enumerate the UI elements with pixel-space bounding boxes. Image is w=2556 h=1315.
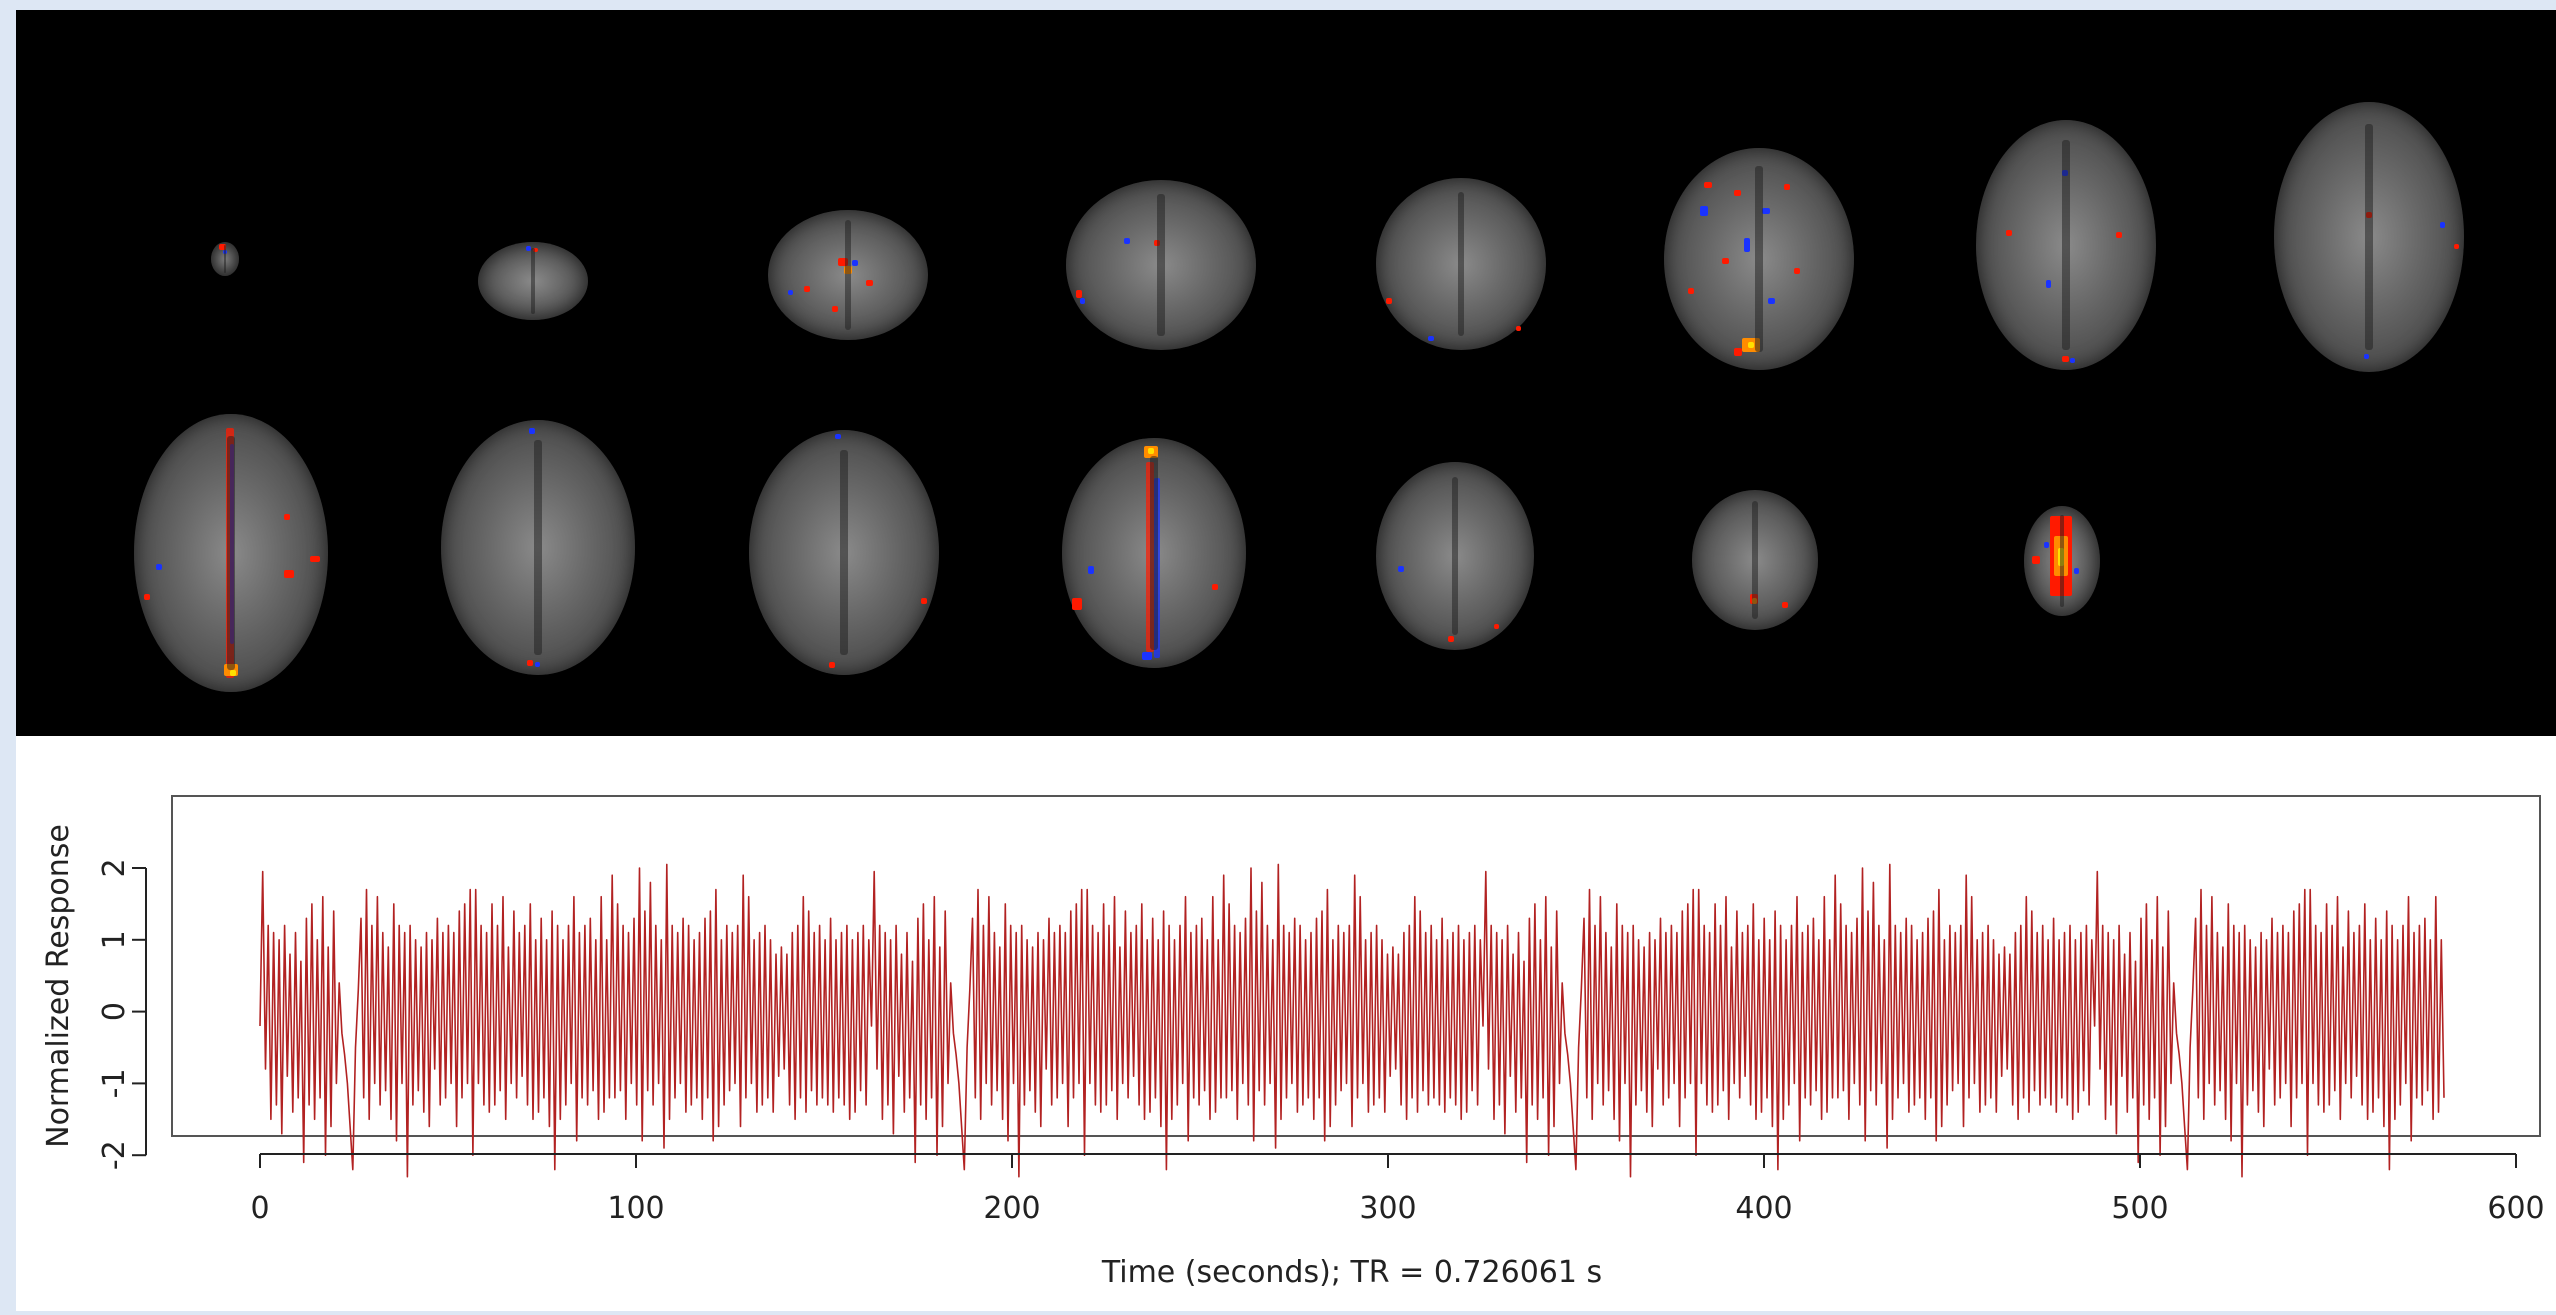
x-tick-label: 100 bbox=[607, 1191, 664, 1226]
brain-slice-4 bbox=[1066, 180, 1256, 350]
brain-slice-5 bbox=[1376, 178, 1546, 350]
y-tick-label: 1 bbox=[97, 930, 132, 949]
x-tick-label: 600 bbox=[2487, 1191, 2544, 1226]
y-axis-label: Normalized Response bbox=[41, 824, 76, 1148]
y-tick-label: 0 bbox=[97, 1002, 132, 1021]
x-tick-label: 500 bbox=[2111, 1191, 2168, 1226]
plot-box bbox=[171, 795, 2541, 1137]
brain-slice-9 bbox=[134, 414, 328, 692]
brain-slice-3 bbox=[768, 210, 928, 340]
brain-slice-7 bbox=[1976, 120, 2156, 370]
x-tick-label: 400 bbox=[1735, 1191, 1792, 1226]
x-axis-label: Time (seconds); TR = 0.726061 s bbox=[1101, 1255, 1602, 1290]
brain-slice-14 bbox=[1692, 490, 1818, 630]
brain-slice-10 bbox=[441, 420, 635, 675]
x-tick-label: 300 bbox=[1359, 1191, 1416, 1226]
time-series-chart: 0 100 200 300 400 500 600 2 1 0 -1 -2 Time (second… bbox=[41, 795, 2545, 1290]
brain-slice-12 bbox=[1062, 438, 1246, 668]
y-tick-label: -2 bbox=[97, 1140, 132, 1170]
x-tick-label: 200 bbox=[983, 1191, 1040, 1226]
brain-slice-13 bbox=[1376, 462, 1534, 650]
brain-slice-11 bbox=[749, 430, 939, 675]
brain-slice-8 bbox=[2274, 102, 2464, 372]
brain-slice-1 bbox=[211, 242, 239, 276]
brain-slice-2 bbox=[478, 242, 588, 320]
brain-slice-mosaic bbox=[16, 10, 2556, 736]
brain-slice-15 bbox=[2024, 506, 2100, 616]
viewer-frame: 0 100 200 300 400 500 600 2 1 0 -1 -2 Time (second… bbox=[16, 10, 2556, 1311]
response-series-line bbox=[259, 863, 2445, 1178]
y-tick-label: -1 bbox=[97, 1068, 132, 1098]
y-tick-label: 2 bbox=[97, 858, 132, 877]
x-tick-label: 0 bbox=[250, 1191, 269, 1226]
brain-slice-6 bbox=[1664, 148, 1854, 370]
time-series-panel: 0 100 200 300 400 500 600 2 1 0 -1 -2 Time (second… bbox=[16, 736, 2556, 1311]
